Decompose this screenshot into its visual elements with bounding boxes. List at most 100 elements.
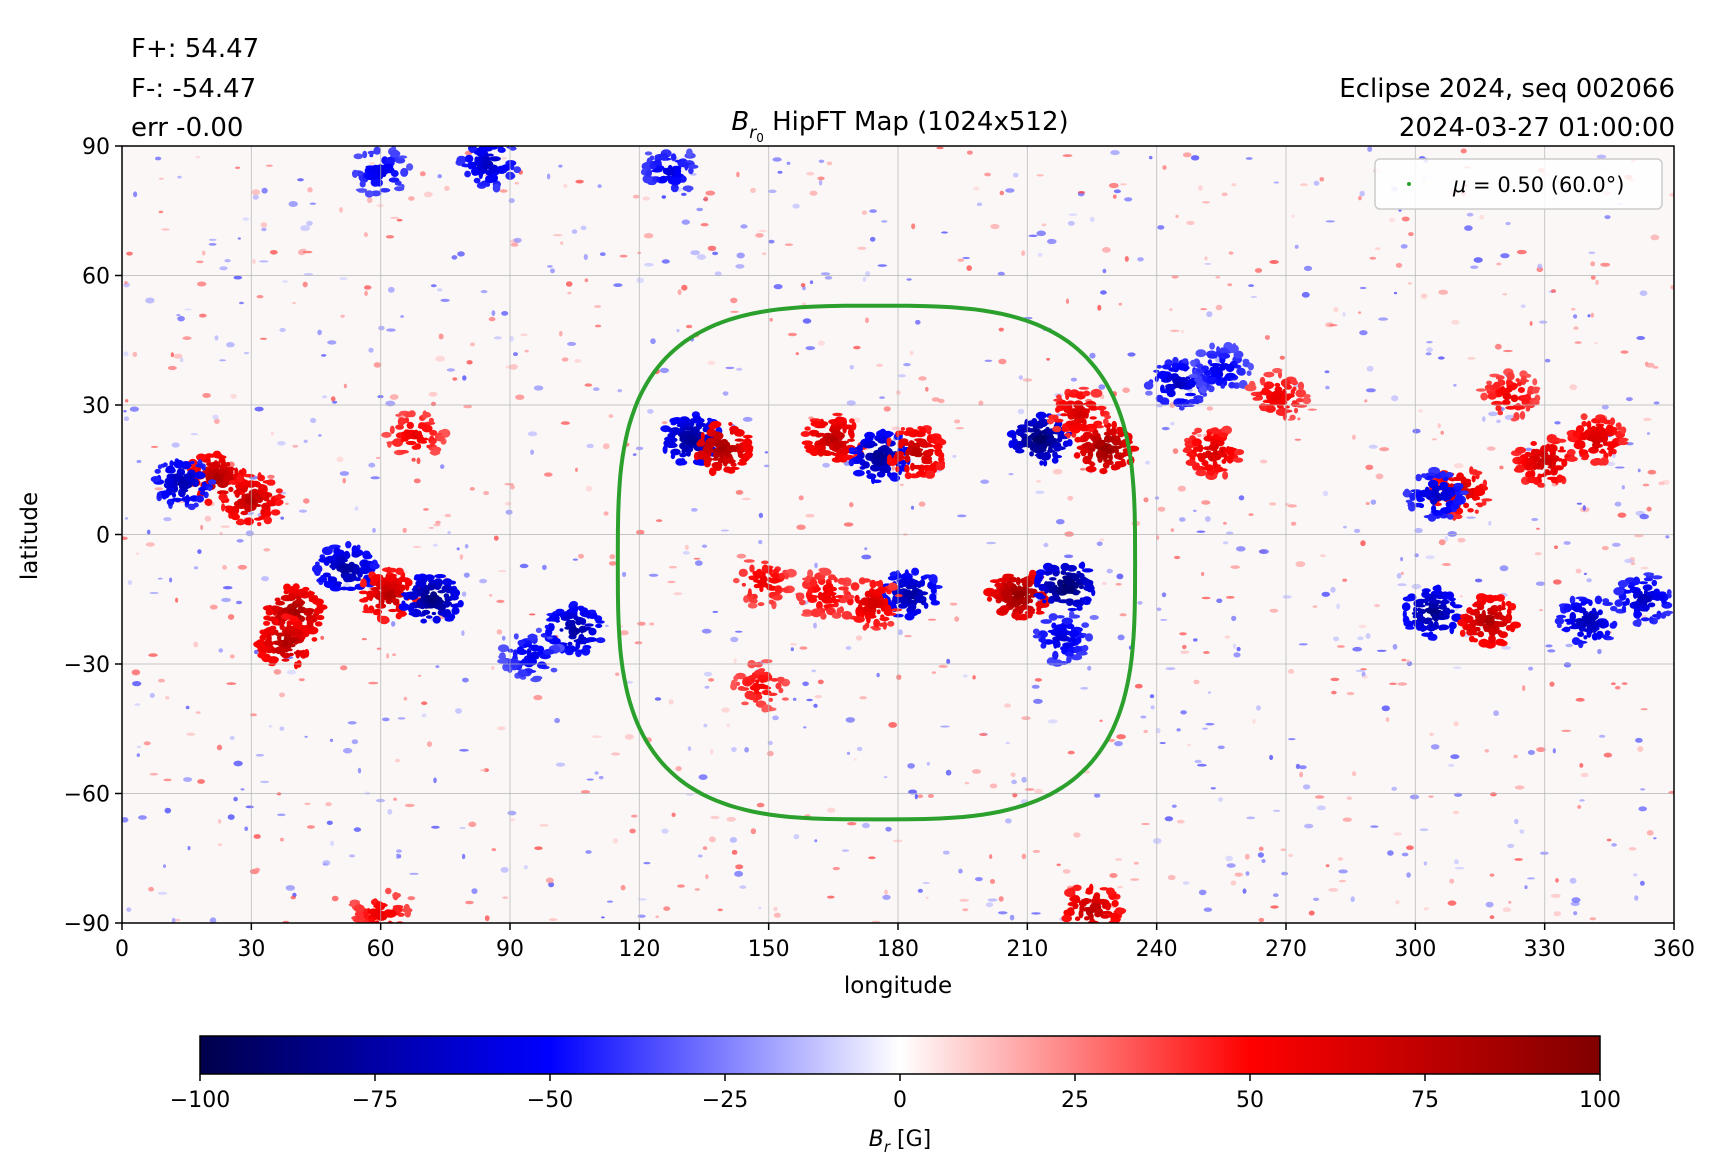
active-region-speckle: [270, 509, 281, 516]
field-speckle: [1640, 708, 1648, 711]
field-speckle: [1352, 646, 1363, 652]
field-speckle: [1122, 387, 1130, 394]
active-region-speckle: [386, 566, 392, 575]
active-region-speckle: [1409, 502, 1414, 507]
field-speckle: [1365, 388, 1376, 393]
active-region-speckle: [814, 444, 821, 450]
field-speckle: [708, 678, 715, 682]
active-region-speckle: [686, 148, 693, 157]
field-speckle: [1634, 895, 1639, 901]
field-speckle: [1537, 263, 1543, 269]
active-region-speckle: [1053, 642, 1058, 649]
active-region-speckle: [1060, 570, 1067, 575]
active-region-speckle: [1028, 435, 1038, 439]
field-speckle: [385, 400, 396, 407]
active-region-speckle: [395, 157, 406, 164]
active-region-speckle: [575, 618, 582, 626]
active-region-speckle: [922, 574, 932, 579]
active-region-speckle: [915, 608, 922, 615]
field-speckle: [1652, 366, 1659, 369]
active-region-speckle: [318, 576, 328, 583]
field-speckle: [444, 185, 450, 191]
active-region-speckle: [1417, 608, 1423, 613]
field-speckle: [555, 762, 566, 767]
active-region-speckle: [352, 169, 358, 178]
field-speckle: [226, 682, 237, 685]
field-speckle: [693, 557, 701, 560]
field-speckle: [984, 359, 993, 362]
active-region-speckle: [1182, 367, 1188, 372]
active-region-speckle: [810, 420, 820, 427]
field-speckle: [736, 171, 740, 178]
active-region-speckle: [1519, 411, 1526, 420]
field-speckle: [402, 527, 407, 533]
field-speckle: [149, 693, 155, 698]
active-region-speckle: [1117, 431, 1125, 438]
field-speckle: [677, 884, 685, 888]
field-speckle: [430, 284, 437, 288]
field-speckle: [990, 223, 1000, 230]
active-region-speckle: [1462, 478, 1472, 483]
active-region-speckle: [834, 449, 845, 453]
field-speckle: [390, 216, 400, 220]
active-region-speckle: [1481, 498, 1493, 502]
field-speckle: [1110, 150, 1120, 156]
field-speckle: [165, 696, 170, 700]
field-speckle: [668, 565, 678, 569]
field-speckle: [1330, 677, 1340, 682]
active-region-speckle: [1194, 467, 1202, 471]
field-speckle: [216, 744, 223, 751]
field-speckle: [1203, 907, 1213, 912]
field-speckle: [888, 722, 898, 728]
field-speckle: [501, 635, 506, 641]
field-speckle: [1097, 304, 1102, 311]
active-region-speckle: [1018, 613, 1029, 621]
field-speckle: [1223, 521, 1227, 525]
field-speckle: [740, 224, 748, 229]
field-speckle: [544, 472, 553, 477]
active-region-speckle: [867, 440, 876, 446]
field-speckle: [998, 327, 1004, 332]
active-region-speckle: [578, 649, 586, 653]
field-speckle: [629, 828, 636, 834]
active-region-speckle: [359, 180, 366, 188]
field-speckle: [1280, 848, 1286, 851]
active-region-speckle: [669, 427, 681, 436]
active-region-speckle: [216, 490, 229, 495]
active-region-speckle: [1082, 390, 1091, 397]
active-region-speckle: [754, 662, 763, 668]
field-speckle: [814, 695, 823, 699]
field-speckle: [655, 519, 663, 522]
active-region-speckle: [1557, 449, 1567, 453]
field-speckle: [864, 317, 870, 324]
active-region-speckle: [431, 611, 437, 616]
field-speckle: [814, 839, 818, 843]
field-speckle: [1576, 502, 1583, 505]
active-region-speckle: [887, 575, 898, 581]
active-region-speckle: [883, 431, 894, 437]
active-region-speckle: [415, 579, 427, 588]
active-region-speckle: [1040, 619, 1052, 624]
field-speckle: [1408, 232, 1414, 237]
field-speckle: [572, 558, 578, 561]
field-speckle: [1600, 262, 1611, 267]
field-speckle: [1650, 234, 1660, 241]
active-region-speckle: [1207, 376, 1218, 385]
field-speckle: [799, 646, 808, 650]
active-region-speckle: [1532, 386, 1540, 394]
active-region-speckle: [800, 431, 811, 437]
field-speckle: [1534, 552, 1542, 556]
field-speckle: [661, 828, 669, 834]
field-speckle: [1176, 728, 1181, 732]
active-region-speckle: [1100, 408, 1105, 417]
active-region-speckle: [179, 484, 187, 489]
active-region-speckle: [833, 601, 839, 608]
active-region-speckle: [1203, 465, 1213, 471]
active-region-speckle: [1081, 622, 1090, 628]
field-speckle: [987, 898, 998, 902]
active-region-speckle: [1074, 436, 1082, 443]
field-speckle: [1089, 216, 1095, 222]
active-region-speckle: [887, 620, 895, 627]
active-region-speckle: [1497, 410, 1504, 416]
active-region-speckle: [240, 510, 248, 516]
